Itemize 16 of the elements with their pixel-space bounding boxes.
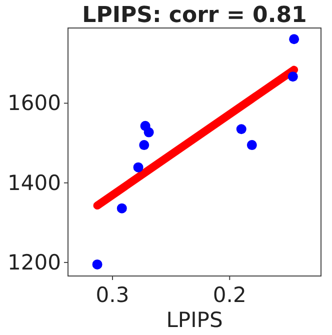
y-tick-label: 1600 [8, 91, 61, 116]
y-tick-label: 1400 [8, 170, 61, 195]
y-tick-label: 1200 [8, 250, 61, 274]
x-axis-title: LPIPS [166, 308, 223, 332]
x-tick-label: 0.3 [96, 283, 130, 307]
point [144, 127, 154, 138]
point [116, 203, 127, 214]
point [246, 140, 257, 150]
x-tick-label: 0.2 [212, 283, 246, 307]
point [92, 259, 102, 270]
point [288, 72, 298, 82]
point [133, 162, 144, 172]
point [139, 140, 150, 150]
point [236, 124, 246, 134]
chart-title: LPIPS: corr = 0.81 [82, 3, 307, 28]
point [289, 34, 300, 44]
